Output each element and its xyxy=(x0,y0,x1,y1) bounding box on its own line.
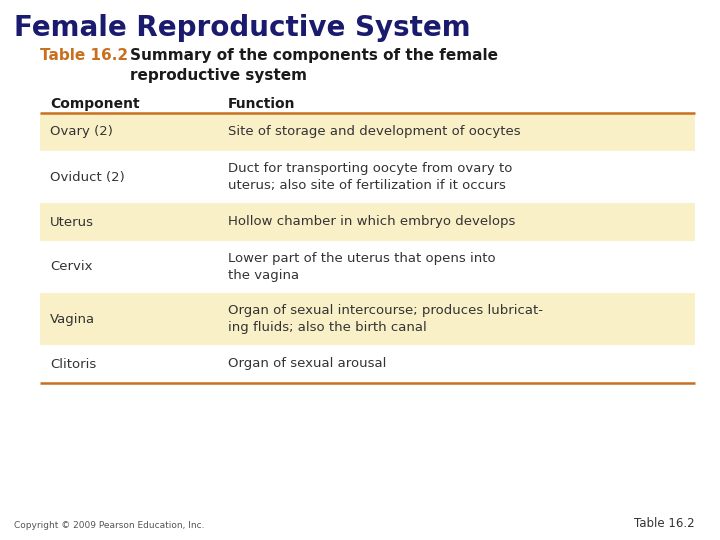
Text: Function: Function xyxy=(228,97,295,111)
Text: Lower part of the uterus that opens into
the vagina: Lower part of the uterus that opens into… xyxy=(228,252,495,282)
Text: Table 16.2: Table 16.2 xyxy=(40,48,128,63)
Bar xyxy=(40,293,695,345)
Text: Clitoris: Clitoris xyxy=(50,357,96,370)
Text: Vagina: Vagina xyxy=(50,313,95,326)
Text: Organ of sexual intercourse; produces lubricat-
ing fluids; also the birth canal: Organ of sexual intercourse; produces lu… xyxy=(228,304,543,334)
Text: Female Reproductive System: Female Reproductive System xyxy=(14,14,471,42)
Bar xyxy=(40,345,695,383)
Text: Uterus: Uterus xyxy=(50,215,94,228)
Bar xyxy=(40,113,695,151)
Bar xyxy=(40,151,695,203)
Text: Hollow chamber in which embryo develops: Hollow chamber in which embryo develops xyxy=(228,215,516,228)
Text: Table 16.2: Table 16.2 xyxy=(634,517,695,530)
Text: Organ of sexual arousal: Organ of sexual arousal xyxy=(228,357,387,370)
Text: Duct for transporting oocyte from ovary to
uterus; also site of fertilization if: Duct for transporting oocyte from ovary … xyxy=(228,162,513,192)
Text: Oviduct (2): Oviduct (2) xyxy=(50,171,125,184)
Bar xyxy=(40,241,695,293)
Text: Summary of the components of the female
reproductive system: Summary of the components of the female … xyxy=(130,48,498,83)
Text: Site of storage and development of oocytes: Site of storage and development of oocyt… xyxy=(228,125,521,138)
Text: Component: Component xyxy=(50,97,140,111)
Text: Copyright © 2009 Pearson Education, Inc.: Copyright © 2009 Pearson Education, Inc. xyxy=(14,521,204,530)
Text: Ovary (2): Ovary (2) xyxy=(50,125,113,138)
Text: Cervix: Cervix xyxy=(50,260,92,273)
Bar xyxy=(40,203,695,241)
